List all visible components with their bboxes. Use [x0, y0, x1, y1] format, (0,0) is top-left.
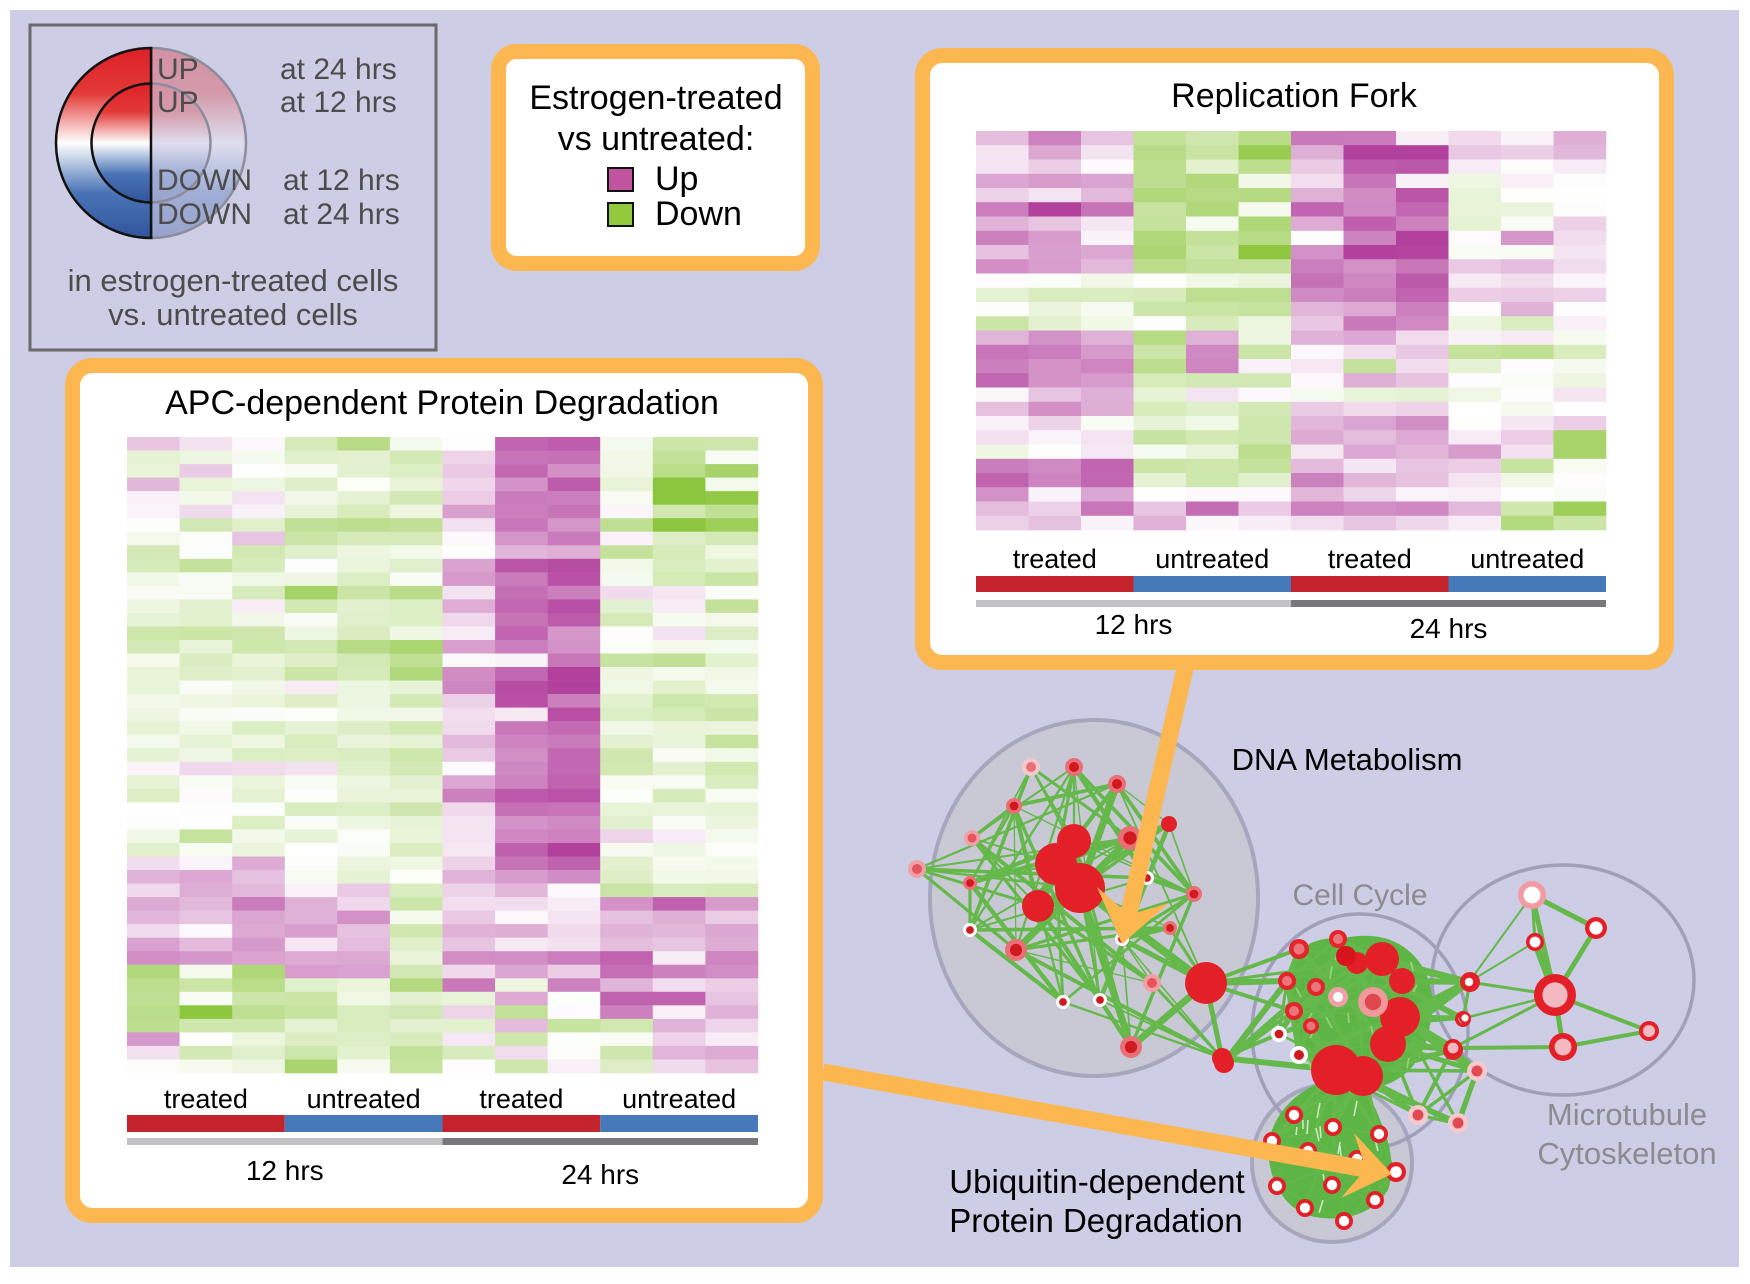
svg-text:at 24 hrs: at 24 hrs	[280, 53, 397, 86]
svg-text:treated: treated	[1328, 544, 1412, 574]
svg-text:Cytoskeleton: Cytoskeleton	[1537, 1136, 1716, 1171]
svg-text:untreated: untreated	[307, 1084, 421, 1114]
svg-text:12 hrs: 12 hrs	[1095, 609, 1173, 640]
svg-text:untreated: untreated	[1155, 544, 1269, 574]
svg-text:vs untreated:: vs untreated:	[558, 120, 755, 158]
svg-text:Ubiquitin-dependent: Ubiquitin-dependent	[949, 1163, 1244, 1200]
svg-text:Estrogen-treated: Estrogen-treated	[529, 79, 782, 117]
svg-text:in estrogen-treated cells: in estrogen-treated cells	[68, 263, 399, 298]
svg-text:Cell Cycle: Cell Cycle	[1292, 879, 1427, 912]
svg-text:Protein Degradation: Protein Degradation	[949, 1202, 1243, 1239]
svg-text:Down: Down	[655, 195, 742, 233]
svg-text:DNA Metabolism: DNA Metabolism	[1232, 742, 1463, 777]
svg-text:treated: treated	[479, 1084, 563, 1114]
svg-text:vs. untreated cells: vs. untreated cells	[108, 297, 358, 332]
svg-text:Microtubule: Microtubule	[1547, 1097, 1707, 1132]
svg-text:treated: treated	[164, 1084, 248, 1114]
svg-text:Up: Up	[655, 160, 698, 198]
svg-text:UP: UP	[157, 86, 199, 119]
svg-text:APC-dependent Protein Degradat: APC-dependent Protein Degradation	[165, 384, 719, 422]
svg-text:at 24 hrs: at 24 hrs	[283, 198, 400, 231]
svg-text:UP: UP	[157, 53, 199, 86]
svg-text:at 12 hrs: at 12 hrs	[283, 164, 400, 197]
svg-text:24 hrs: 24 hrs	[561, 1159, 639, 1190]
svg-text:Replication Fork: Replication Fork	[1171, 77, 1418, 115]
svg-text:DOWN: DOWN	[157, 164, 252, 197]
svg-text:untreated: untreated	[622, 1084, 736, 1114]
svg-text:DOWN: DOWN	[157, 198, 252, 231]
svg-text:12 hrs: 12 hrs	[246, 1155, 324, 1186]
svg-text:at 12 hrs: at 12 hrs	[280, 86, 397, 119]
svg-text:untreated: untreated	[1470, 544, 1584, 574]
svg-text:treated: treated	[1013, 544, 1097, 574]
svg-text:24 hrs: 24 hrs	[1410, 613, 1488, 644]
